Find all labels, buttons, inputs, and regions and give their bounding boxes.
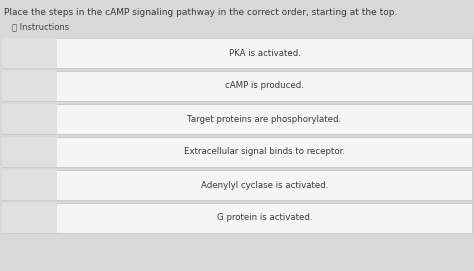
- Bar: [2, 38, 472, 68]
- Bar: [2, 170, 57, 200]
- Bar: [2, 137, 57, 167]
- Bar: [2, 137, 472, 167]
- Text: Extracellular signal binds to receptor.: Extracellular signal binds to receptor.: [184, 147, 345, 156]
- Text: cAMP is produced.: cAMP is produced.: [225, 82, 304, 91]
- Bar: [2, 38, 57, 68]
- Bar: [2, 203, 472, 233]
- Bar: [2, 71, 472, 101]
- Bar: [2, 203, 57, 233]
- Bar: [2, 104, 57, 134]
- Bar: [2, 170, 472, 200]
- Bar: [2, 104, 472, 134]
- Text: Adenylyl cyclase is activated.: Adenylyl cyclase is activated.: [201, 180, 328, 189]
- Text: ⓘ Instructions: ⓘ Instructions: [12, 22, 69, 31]
- Text: Place the steps in the cAMP signaling pathway in the correct order, starting at : Place the steps in the cAMP signaling pa…: [4, 8, 397, 17]
- Bar: [2, 71, 57, 101]
- Text: G protein is activated.: G protein is activated.: [217, 214, 312, 222]
- Text: PKA is activated.: PKA is activated.: [228, 49, 301, 57]
- Text: Target proteins are phosphorylated.: Target proteins are phosphorylated.: [187, 115, 342, 124]
